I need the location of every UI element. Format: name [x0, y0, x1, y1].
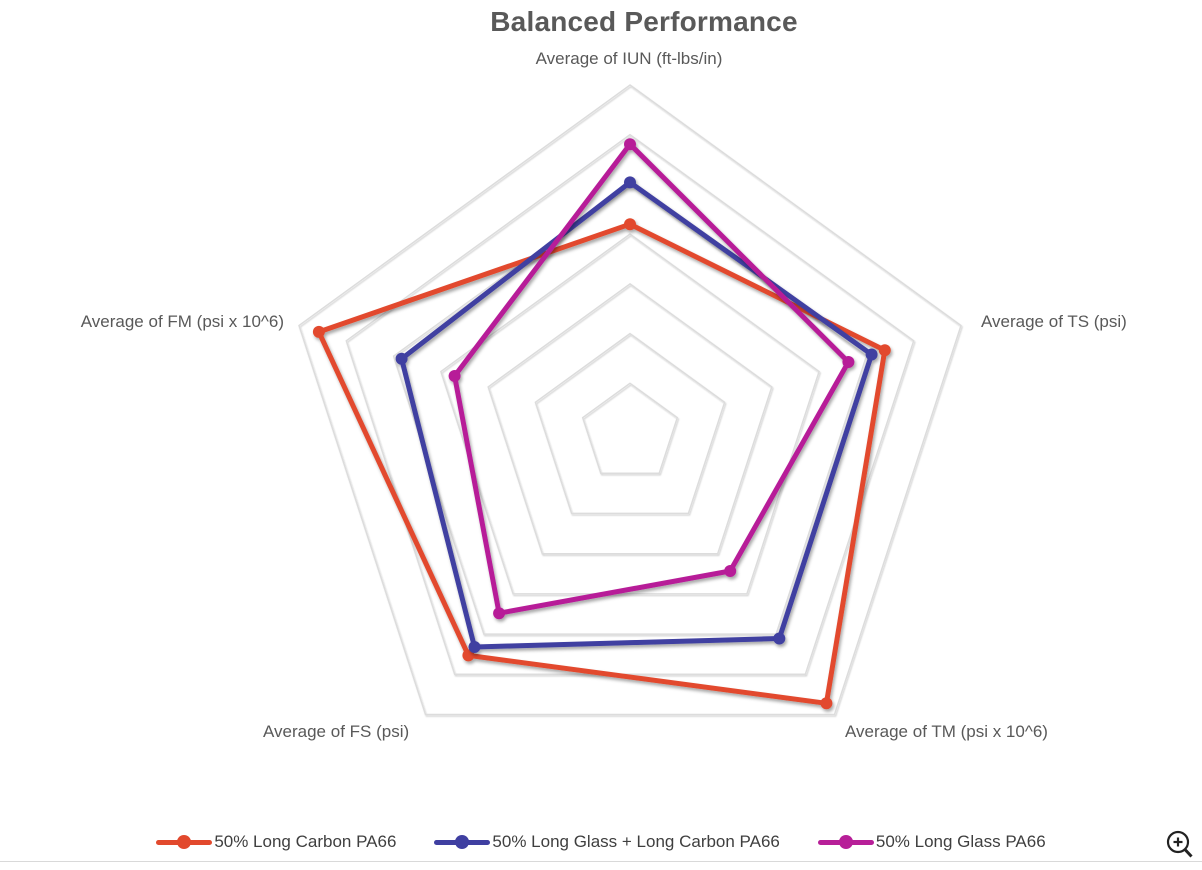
data-point — [820, 697, 833, 710]
radar-gridlines — [298, 84, 962, 716]
data-point — [878, 344, 891, 357]
legend-marker-icon — [817, 835, 874, 849]
zoom-in-icon[interactable] — [1154, 826, 1194, 866]
data-point — [724, 565, 737, 577]
data-point — [448, 370, 461, 382]
data-point — [624, 176, 636, 189]
legend-marker-icon — [434, 835, 491, 849]
bottom-separator — [0, 861, 1202, 862]
data-point — [462, 649, 475, 662]
series-50-long-glass-pa66 — [448, 138, 855, 620]
legend-marker-icon — [156, 835, 213, 849]
data-point — [493, 607, 506, 620]
chart-title: Balanced Performance — [490, 6, 798, 37]
data-point — [865, 348, 878, 361]
legend-label: 50% Long Carbon PA66 — [214, 832, 397, 851]
data-point — [773, 632, 786, 645]
data-point — [468, 641, 481, 653]
series-50-long-carbon-pa66 — [312, 218, 891, 710]
axis-label-tm: Average of TM (psi x 10^6) — [845, 722, 1048, 741]
legend-item-long-glass[interactable]: 50% Long Glass PA66 — [817, 832, 1046, 852]
axis-label-iun: Average of IUN (ft-lbs/in) — [535, 49, 723, 68]
legend-item-long-carbon[interactable]: 50% Long Carbon PA66 — [156, 832, 396, 852]
legend: 50% Long Carbon PA66 50% Long Glass + Lo… — [0, 828, 1202, 856]
radar-chart — [298, 84, 962, 716]
axis-label-ts: Average of TS (psi) — [981, 312, 1127, 331]
data-point — [312, 325, 325, 338]
data-point — [624, 218, 636, 231]
legend-label: 50% Long Glass PA66 — [875, 832, 1046, 851]
data-point — [395, 352, 408, 365]
legend-label: 50% Long Glass + Long Carbon PA66 — [492, 832, 780, 851]
axis-label-fm: Average of FM (psi x 10^6) — [80, 312, 284, 331]
radar-series — [312, 138, 891, 710]
axis-label-fs: Average of FS (psi) — [263, 722, 410, 741]
data-point — [624, 138, 636, 151]
series-50-long-glass-long-carbon-pa66 — [395, 176, 878, 653]
data-point — [842, 356, 855, 368]
legend-item-glass-carbon[interactable]: 50% Long Glass + Long Carbon PA66 — [434, 832, 780, 852]
